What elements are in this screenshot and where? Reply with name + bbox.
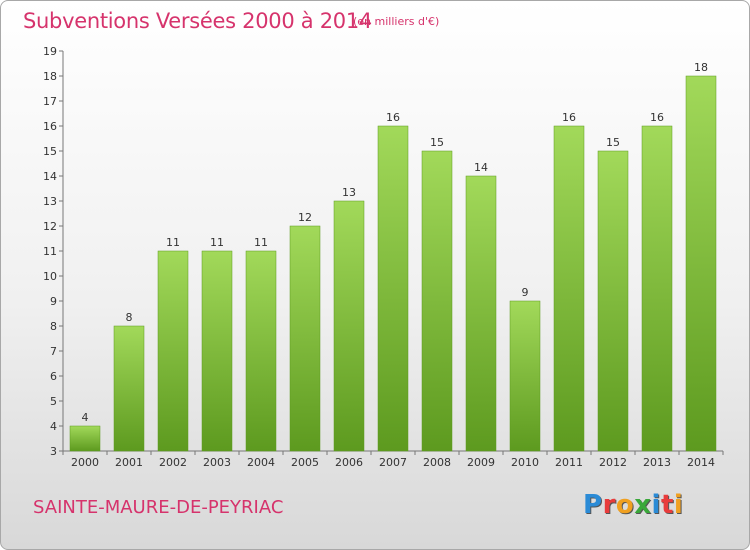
logo-letter: x (634, 490, 652, 520)
y-tick-label: 16 (43, 120, 57, 133)
bar (157, 250, 189, 452)
x-tick-label: 2011 (555, 456, 583, 469)
y-tick-label: 5 (50, 395, 57, 408)
data-label: 13 (342, 186, 356, 199)
bar (289, 225, 321, 452)
y-tick-label: 12 (43, 220, 57, 233)
y-tick-label: 15 (43, 145, 57, 158)
data-label: 4 (82, 411, 89, 424)
y-tick-label: 14 (43, 170, 57, 183)
data-label: 11 (210, 236, 224, 249)
bar (377, 125, 409, 452)
x-tick-label: 2007 (379, 456, 407, 469)
bar (201, 250, 233, 452)
x-tick-label: 2008 (423, 456, 451, 469)
bar (509, 300, 541, 452)
y-tick-label: 7 (50, 345, 57, 358)
bar (685, 75, 717, 452)
y-tick-label: 17 (43, 95, 57, 108)
logo-letter: o (615, 490, 635, 520)
bar (245, 250, 277, 452)
logo-letter: i (651, 490, 661, 520)
y-tick-label: 19 (43, 45, 57, 58)
data-label: 16 (562, 111, 576, 124)
data-label: 11 (254, 236, 268, 249)
y-tick-label: 9 (50, 295, 57, 308)
data-label: 15 (430, 136, 444, 149)
x-tick-label: 2006 (335, 456, 363, 469)
bar (113, 325, 145, 452)
logo-letter: i (673, 490, 684, 520)
data-label: 14 (474, 161, 488, 174)
y-tick-label: 3 (50, 445, 57, 458)
y-tick-label: 13 (43, 195, 57, 208)
bar (553, 125, 585, 452)
data-label: 16 (650, 111, 664, 124)
x-tick-label: 2000 (71, 456, 99, 469)
data-label: 8 (126, 311, 133, 324)
y-tick-label: 11 (43, 245, 57, 258)
logo-letter: P (583, 490, 603, 520)
logo-letter: r (602, 490, 616, 520)
data-label: 9 (522, 286, 529, 299)
data-label: 11 (166, 236, 180, 249)
bar (597, 150, 629, 452)
y-tick-label: 10 (43, 270, 57, 283)
y-tick-label: 6 (50, 370, 57, 383)
data-label: 12 (298, 211, 312, 224)
y-tick-label: 18 (43, 70, 57, 83)
y-tick-label: 4 (50, 420, 57, 433)
x-tick-label: 2003 (203, 456, 231, 469)
bar (333, 200, 365, 452)
x-tick-label: 2014 (687, 456, 715, 469)
x-tick-label: 2002 (159, 456, 187, 469)
bar (69, 425, 101, 452)
commune-name: SAINTE-MAURE-DE-PEYRIAC (33, 497, 284, 518)
data-label: 15 (606, 136, 620, 149)
chart-title: Subventions Versées 2000 à 2014 (23, 9, 372, 33)
x-tick-label: 2013 (643, 456, 671, 469)
x-tick-label: 2012 (599, 456, 627, 469)
bar (421, 150, 453, 452)
data-label: 16 (386, 111, 400, 124)
proxiti-logo: Proxiti (583, 490, 683, 520)
y-tick-label: 8 (50, 320, 57, 333)
x-tick-label: 2009 (467, 456, 495, 469)
x-tick-label: 2010 (511, 456, 539, 469)
bar (465, 175, 497, 452)
x-tick-label: 2001 (115, 456, 143, 469)
x-tick-label: 2005 (291, 456, 319, 469)
chart-unit: (en milliers d'€) (353, 15, 440, 28)
data-label: 18 (694, 61, 708, 74)
bar (641, 125, 673, 452)
logo-letter: t (660, 490, 674, 520)
x-tick-label: 2004 (247, 456, 275, 469)
